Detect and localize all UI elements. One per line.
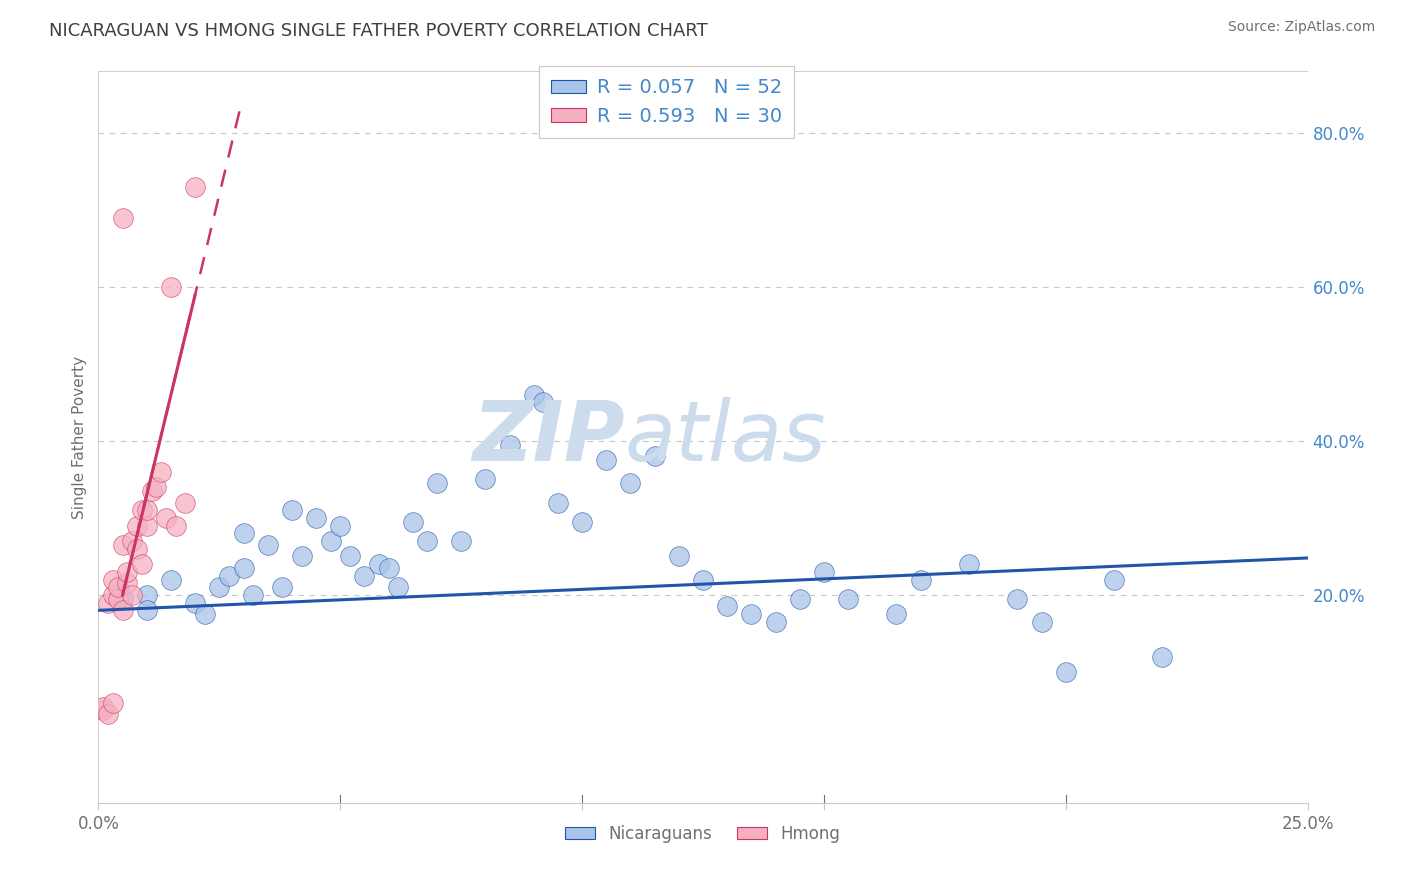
Point — [290, 549, 312, 564]
Text: NICARAGUAN VS HMONG SINGLE FATHER POVERTY CORRELATION CHART: NICARAGUAN VS HMONG SINGLE FATHER POVERT… — [49, 22, 709, 40]
Point — [111, 211, 134, 225]
Point — [141, 483, 163, 498]
Point — [402, 515, 425, 529]
Point — [117, 576, 139, 591]
Point — [127, 541, 149, 556]
Point — [256, 538, 278, 552]
Point — [135, 503, 157, 517]
Point — [208, 580, 231, 594]
Text: atlas: atlas — [624, 397, 827, 477]
Point — [145, 480, 167, 494]
Point — [571, 515, 593, 529]
Point — [886, 607, 908, 622]
Point — [111, 603, 134, 617]
Point — [91, 699, 114, 714]
Point — [595, 453, 617, 467]
Point — [1031, 615, 1053, 629]
Point — [1054, 665, 1077, 679]
Point — [101, 573, 124, 587]
Point — [121, 534, 143, 549]
Point — [165, 518, 187, 533]
Text: ZIP: ZIP — [472, 397, 624, 477]
Point — [111, 591, 134, 606]
Point — [339, 549, 361, 564]
Point — [813, 565, 835, 579]
Point — [107, 580, 129, 594]
Point — [242, 588, 264, 602]
Point — [1152, 649, 1174, 664]
Point — [194, 607, 217, 622]
Point — [160, 573, 183, 587]
Legend: Nicaraguans, Hmong: Nicaraguans, Hmong — [558, 818, 848, 849]
Point — [111, 538, 134, 552]
Point — [368, 557, 391, 571]
Point — [910, 573, 932, 587]
Point — [387, 580, 409, 594]
Point — [644, 450, 666, 464]
Point — [97, 596, 120, 610]
Point — [765, 615, 787, 629]
Text: Source: ZipAtlas.com: Source: ZipAtlas.com — [1227, 20, 1375, 34]
Point — [957, 557, 980, 571]
Point — [498, 438, 520, 452]
Point — [271, 580, 294, 594]
Point — [547, 495, 569, 509]
Point — [426, 476, 449, 491]
Point — [377, 561, 399, 575]
Point — [531, 395, 554, 409]
Point — [232, 526, 254, 541]
Point — [353, 568, 375, 582]
Point — [131, 503, 153, 517]
Point — [91, 703, 114, 717]
Point — [117, 565, 139, 579]
Point — [184, 179, 207, 194]
Point — [474, 472, 496, 486]
Point — [692, 573, 714, 587]
Point — [121, 588, 143, 602]
Point — [127, 518, 149, 533]
Point — [97, 707, 120, 722]
Point — [184, 596, 207, 610]
Point — [107, 591, 129, 606]
Point — [232, 561, 254, 575]
Point — [101, 696, 124, 710]
Point — [155, 511, 177, 525]
Point — [218, 568, 240, 582]
Y-axis label: Single Father Poverty: Single Father Poverty — [72, 356, 87, 518]
Point — [135, 603, 157, 617]
Point — [281, 503, 304, 517]
Point — [329, 518, 352, 533]
Point — [523, 388, 546, 402]
Point — [668, 549, 690, 564]
Point — [319, 534, 342, 549]
Point — [416, 534, 439, 549]
Point — [837, 591, 859, 606]
Point — [740, 607, 762, 622]
Point — [619, 476, 641, 491]
Point — [1102, 573, 1125, 587]
Point — [305, 511, 328, 525]
Point — [716, 599, 738, 614]
Point — [789, 591, 811, 606]
Point — [160, 280, 183, 294]
Point — [101, 588, 124, 602]
Point — [450, 534, 472, 549]
Point — [135, 518, 157, 533]
Point — [1007, 591, 1029, 606]
Point — [174, 495, 197, 509]
Point — [135, 588, 157, 602]
Point — [131, 557, 153, 571]
Point — [150, 465, 173, 479]
